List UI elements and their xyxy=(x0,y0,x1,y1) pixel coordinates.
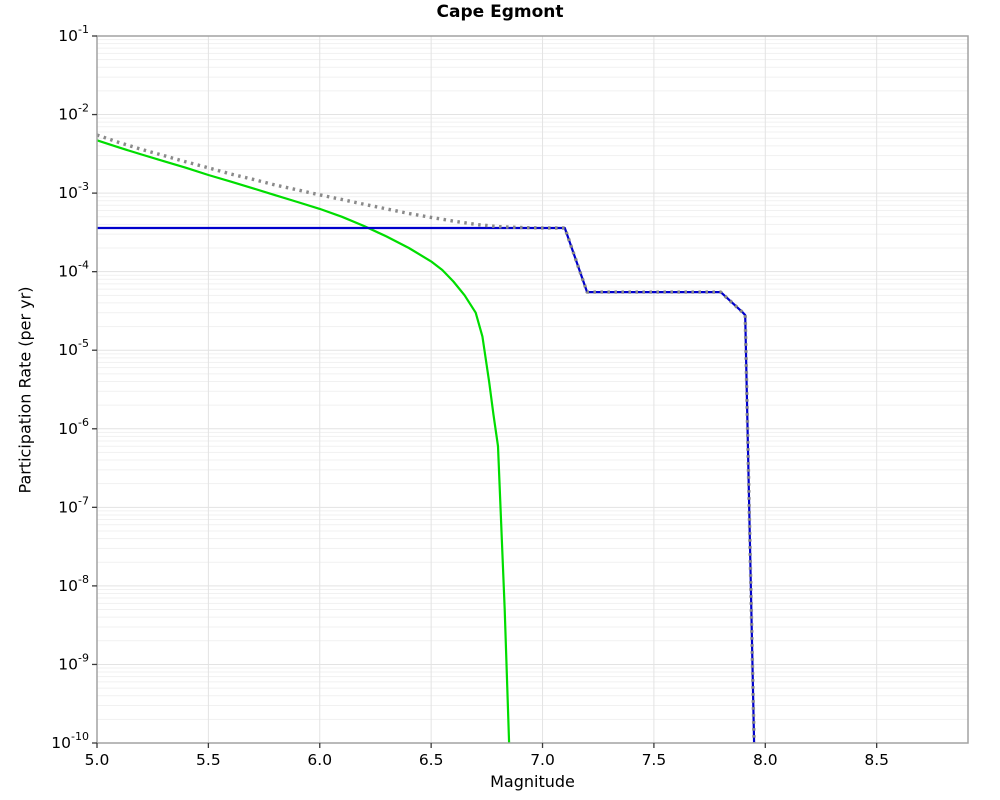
x-tick-label: 7.0 xyxy=(530,751,555,769)
x-tick-label: 8.5 xyxy=(864,751,889,769)
y-tick-label: 10-9 xyxy=(58,651,89,673)
axes-spines xyxy=(96,35,969,744)
plot-area xyxy=(97,36,968,743)
y-tick-label: 10-4 xyxy=(58,259,89,281)
y-tick-label: 10-10 xyxy=(51,730,89,752)
y-tick-label: 10-6 xyxy=(58,416,89,438)
green-solid-curve xyxy=(96,139,511,744)
x-tick-label: 5.0 xyxy=(85,751,110,769)
x-tick-label: 6.0 xyxy=(307,751,332,769)
x-axis-label: Magnitude xyxy=(490,772,575,791)
y-tick-label: 10-1 xyxy=(58,23,89,45)
y-tick-label: 10-5 xyxy=(58,337,89,359)
x-tick-label: 7.5 xyxy=(642,751,667,769)
y-tick-label: 10-3 xyxy=(58,180,89,202)
y-tick-label: 10-2 xyxy=(58,102,89,124)
y-tick-label: 10-7 xyxy=(58,494,89,516)
x-tick-label: 6.5 xyxy=(419,751,444,769)
x-tick-label: 8.0 xyxy=(753,751,778,769)
x-tick-label: 5.5 xyxy=(196,751,221,769)
y-axis-label: Participation Rate (per yr) xyxy=(15,286,35,494)
chart-title: Cape Egmont xyxy=(436,2,564,22)
y-tick-label: 10-8 xyxy=(58,573,89,595)
